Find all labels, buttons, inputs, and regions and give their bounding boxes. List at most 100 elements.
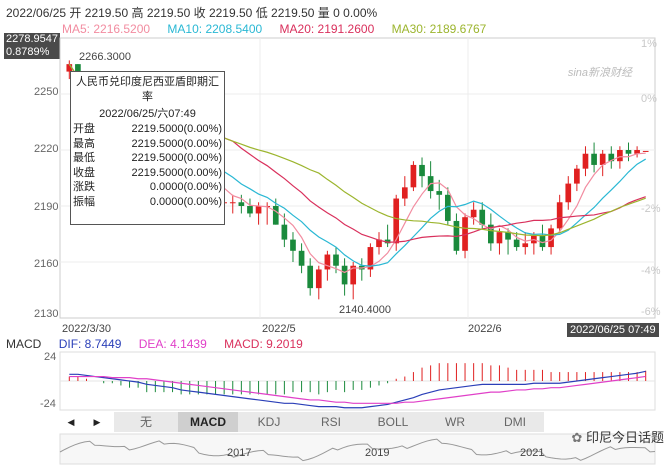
open-value: 2219.50 [84,6,129,20]
macd-title: MACD [6,337,42,351]
candle-body [634,150,640,154]
candle-body [410,164,417,188]
tab-wr[interactable]: WR [445,415,465,429]
tab-rsi[interactable]: RSI [320,415,341,429]
tooltip-value: 0.0000(0.00%) [149,181,222,193]
candle-body [625,150,632,154]
y-tick-label: 2190 [34,201,59,213]
ma30-legend: MA30: 2189.6767 [391,22,487,36]
y-right-tick-label: -6% [641,306,661,318]
candle-body [522,243,529,248]
tooltip-key: 涨跌 [73,181,95,193]
candle-body [307,265,314,289]
price-marker-percent: 0.8789% [6,46,50,58]
ma5-legend: MA5: 2216.5200 [62,22,151,36]
candle-body [608,153,615,162]
ma10-legend: MA10: 2208.5400 [167,22,263,36]
overview-navigator [59,433,656,465]
tooltip-key: 最低 [73,152,95,164]
tooltip-row-amplitude: 振幅 0.0000(0.00%) [71,195,224,210]
open-label: 开 [69,6,82,20]
low-value: 2219.50 [271,6,315,20]
x-tick-label: 2022/3/30 [62,323,111,335]
candle-body [591,153,597,165]
tab-kdj[interactable]: KDJ [257,415,281,429]
tooltip-title: 人民币兑印度尼西亚盾即期汇率 [76,76,219,103]
candle-body [333,254,339,266]
candle-body [393,198,400,244]
indicator-tabs: 无 MACD KDJ RSI BOLL WR DMI [114,412,544,432]
wechat-icon: ✿ [571,430,586,445]
tab-boll[interactable]: BOLL [377,415,409,429]
overview-line [59,438,656,462]
y-tick-label: 2220 [34,143,59,155]
tooltip-datetime: 2022/06/25/六07:49 [99,108,196,120]
tooltip-row-high: 最高 2219.5000(0.00%) [71,137,224,152]
volume-value: 0 [333,6,340,20]
macd-tick-label: -24 [40,398,56,410]
overview-year-label: 2017 [227,447,252,459]
tooltip-row-open: 开盘 2219.5000(0.00%) [71,122,224,137]
tab-dmi[interactable]: DMI [504,415,526,429]
tab-none[interactable]: 无 [139,415,152,429]
high-annotation: 2266.3000 [79,51,131,63]
macd-panel [59,351,656,411]
quote-summary: 2022/06/25 开 2219.50 高 2219.50 收 2219.50… [6,4,377,21]
change-percent: 0.00% [343,6,378,20]
low-label: 低 [255,6,268,20]
candle-body [513,239,520,248]
volume-label: 量 [317,6,330,20]
x-tick-label: 2022/6 [468,323,502,335]
tooltip-value: 2219.5000(0.00%) [131,137,222,150]
candle-body [66,64,73,72]
x-tick-label: 2022/5 [262,323,296,335]
tab-macd[interactable]: MACD [178,412,238,432]
tooltip-key: 开盘 [73,123,95,135]
dif-line [69,370,646,409]
tooltip-key: 最高 [73,137,95,150]
ma-legend: MA5: 2216.5200 MA10: 2208.5400 MA20: 219… [62,22,500,36]
close-value: 2219.50 [208,6,253,20]
dea-legend: DEA: 4.1439 [138,337,207,351]
tooltip-row-close: 收盘 2219.5000(0.00%) [71,166,224,181]
tooltip-value: 0.0000(0.00%) [149,195,222,208]
candle-body [290,239,296,251]
candle-body [642,150,649,152]
candle-body [539,235,546,248]
close-label: 收 [193,6,206,20]
tooltip-value: 2219.5000(0.00%) [131,166,222,179]
ohlc-tooltip: 人民币兑印度尼西亚盾即期汇率 2022/06/25/六07:49 开盘 2219.… [70,71,225,225]
candle-body [272,206,279,225]
tooltip-value: 2219.5000(0.00%) [131,123,222,135]
candle-body [505,232,511,240]
scroll-right-button[interactable]: ▶ [88,412,106,432]
scroll-left-button[interactable]: ◀ [62,412,80,432]
candle-body [436,191,443,195]
candle-body [617,150,623,162]
dea-line [69,375,646,404]
wechat-watermark: ✿ 印尼今日话题 [571,427,664,446]
y-tick-label: 2160 [34,258,59,270]
candle-body [324,254,331,270]
y-right-tick-label: 0% [641,93,657,105]
high-value: 2219.50 [146,6,191,20]
tooltip-key: 振幅 [73,195,95,208]
candle-body [350,265,357,285]
macd-value-legend: MACD: 9.2019 [224,337,303,351]
candle-body [488,224,494,244]
overview-year-label: 2021 [520,447,545,459]
macd-legend: MACD DIF: 8.7449 DEA: 4.1439 MACD: 9.201… [6,337,317,351]
candle-body [238,202,245,206]
candle-body [470,209,477,218]
tooltip-key: 收盘 [73,166,95,179]
tooltip-row-low: 最低 2219.5000(0.00%) [71,151,224,166]
y-right-tick-label: 1% [641,38,657,50]
dif-legend: DIF: 8.7449 [58,337,122,351]
tooltip-value: 2219.5000(0.00%) [131,152,222,164]
candle-body [479,209,486,225]
high-label: 高 [131,6,144,20]
candle-body [548,228,554,248]
price-marker-value: 2278.9547 [6,33,58,45]
candle-body [565,183,572,203]
